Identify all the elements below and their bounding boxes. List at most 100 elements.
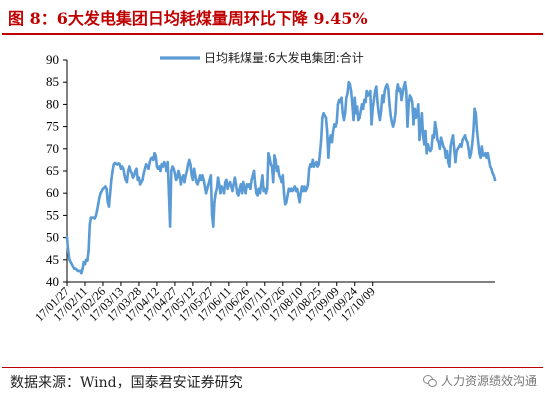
data-point (271, 180, 275, 184)
data-point (306, 183, 310, 186)
data-point (86, 259, 89, 262)
data-point (196, 183, 199, 186)
data-point (276, 165, 280, 168)
data-point (482, 154, 486, 157)
data-point (235, 191, 239, 195)
data-point (126, 169, 130, 173)
data-point (142, 171, 146, 175)
data-point (256, 194, 259, 197)
data-point (422, 143, 426, 146)
data-point (171, 165, 174, 168)
data-point (419, 125, 422, 128)
data-point (137, 176, 141, 179)
data-point (261, 174, 264, 177)
data-point (346, 92, 349, 95)
data-point (197, 178, 201, 182)
data-point (357, 118, 360, 122)
data-point (66, 249, 70, 253)
data-point (258, 191, 262, 195)
data-point (478, 151, 481, 155)
data-point (455, 149, 458, 153)
data-point (95, 209, 99, 213)
data-point (443, 147, 446, 151)
data-point (487, 158, 491, 162)
data-point (247, 183, 251, 186)
data-point (213, 200, 216, 204)
data-point (104, 185, 107, 188)
data-point (345, 96, 348, 100)
data-point (462, 136, 466, 139)
data-point (288, 189, 292, 193)
data-point (81, 267, 84, 270)
data-point (371, 107, 375, 111)
y-tick-label: 50 (46, 230, 59, 245)
data-point (317, 163, 321, 166)
data-point (193, 174, 197, 177)
data-point (246, 185, 250, 188)
data-point (186, 163, 190, 166)
data-point (98, 196, 101, 199)
data-point (274, 158, 277, 162)
data-point (123, 174, 126, 177)
data-point (391, 125, 395, 128)
data-point (342, 118, 346, 122)
data-point (177, 169, 180, 173)
data-point (331, 129, 335, 133)
data-point (100, 189, 104, 193)
data-point (125, 180, 129, 184)
legend: 日均耗煤量:6大发电集团:合计 (160, 50, 364, 65)
data-point (468, 156, 472, 159)
data-point (285, 200, 288, 204)
data-point (488, 165, 492, 168)
data-point (233, 176, 237, 179)
data-point (217, 183, 221, 186)
data-point (199, 178, 203, 182)
data-point (392, 120, 396, 124)
data-point (277, 174, 281, 177)
data-point (222, 191, 226, 195)
data-point (259, 183, 263, 186)
data-point (135, 167, 138, 171)
y-tick-label: 40 (46, 274, 59, 289)
data-point (108, 191, 112, 195)
data-point (130, 171, 134, 175)
data-point (383, 89, 387, 93)
data-point (319, 138, 323, 142)
y-tick-label: 65 (46, 163, 59, 178)
data-point (65, 236, 69, 239)
data-point (249, 187, 252, 191)
data-point (439, 136, 443, 139)
data-point (304, 189, 307, 193)
data-point (479, 156, 482, 159)
data-point (404, 89, 408, 93)
data-point (413, 107, 416, 111)
data-point (394, 111, 397, 115)
data-point (190, 174, 193, 177)
data-point (229, 185, 233, 188)
data-point (457, 145, 461, 148)
data-point (348, 83, 352, 86)
data-point (211, 225, 215, 228)
data-point (398, 87, 402, 91)
source-note: 数据来源：Wind，国泰君安证券研究 (10, 375, 243, 391)
data-point (283, 203, 287, 206)
data-point (448, 165, 451, 168)
data-point (335, 120, 339, 124)
data-point (426, 143, 430, 146)
watermark-label: 人力资源绩效沟通 (440, 374, 537, 388)
data-point (341, 111, 345, 115)
data-point (94, 214, 98, 218)
data-point (387, 87, 390, 91)
data-point (257, 187, 261, 191)
data-point (456, 147, 460, 151)
data-point (189, 163, 192, 166)
data-point (185, 169, 189, 173)
data-point (474, 111, 478, 115)
data-point (131, 176, 135, 179)
data-point (107, 205, 111, 208)
data-point (158, 165, 161, 168)
data-point (111, 169, 114, 173)
data-point (138, 183, 142, 186)
data-point (279, 176, 282, 179)
data-point (484, 151, 487, 155)
